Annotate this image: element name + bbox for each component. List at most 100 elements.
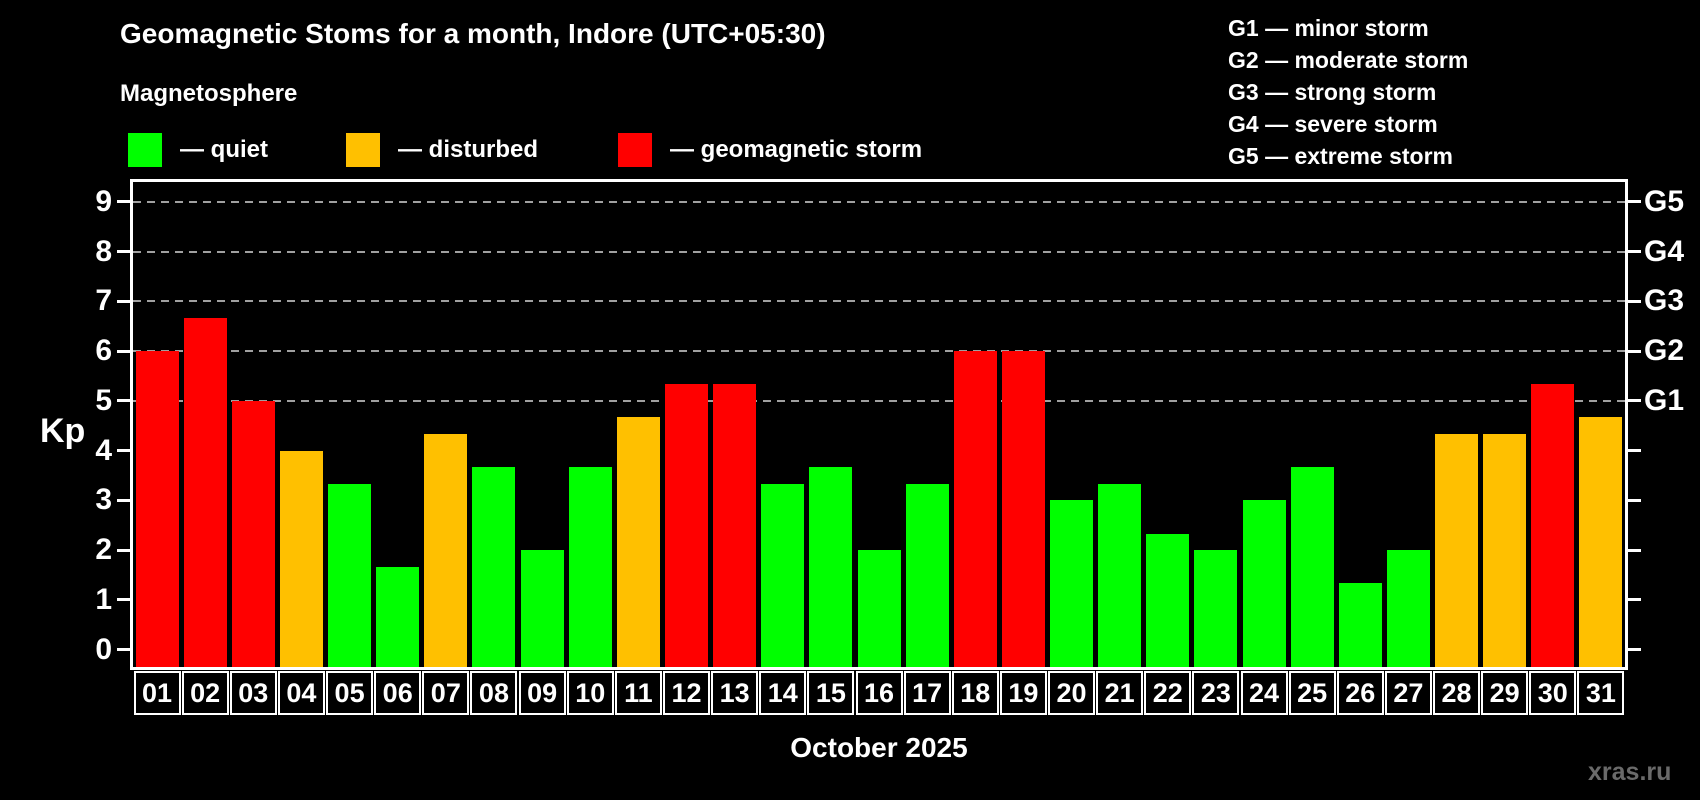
legend-swatch-quiet-icon <box>128 133 162 167</box>
day-label-26: 26 <box>1336 671 1384 715</box>
legend-label-storm: — geomagnetic storm <box>670 136 923 163</box>
day-label-17: 17 <box>903 671 951 715</box>
bar-day-08 <box>472 467 516 667</box>
left-tick-kp-2 <box>117 548 130 552</box>
left-tick-kp-1 <box>117 598 130 602</box>
bar-day-28 <box>1435 434 1479 667</box>
gridline-kp-9 <box>133 200 1625 203</box>
day-label-20: 20 <box>1048 671 1096 715</box>
bar-day-29 <box>1483 434 1527 667</box>
x-axis-title: October 2025 <box>790 732 968 763</box>
y-tick-label-7: 7 <box>95 284 112 318</box>
bar-day-05 <box>328 483 372 667</box>
day-label-24: 24 <box>1240 671 1288 715</box>
right-tick-kp-4 <box>1628 449 1641 453</box>
day-label-21: 21 <box>1096 671 1144 715</box>
g-legend-line-g5: G5 — extreme storm <box>1228 143 1453 169</box>
day-label-13: 13 <box>711 671 759 715</box>
y-tick-label-1: 1 <box>95 582 112 616</box>
y-tick-label-9: 9 <box>95 184 112 218</box>
gridline-kp-5 <box>133 399 1625 402</box>
right-tick-kp-6 <box>1628 349 1641 353</box>
bar-day-26 <box>1338 583 1382 667</box>
day-label-08: 08 <box>470 671 518 715</box>
right-tick-kp-3 <box>1628 498 1641 502</box>
left-tick-kp-5 <box>117 399 130 403</box>
bar-day-27 <box>1386 550 1430 667</box>
bar-day-01 <box>135 351 179 667</box>
bar-day-21 <box>1098 483 1142 667</box>
day-label-10: 10 <box>566 671 614 715</box>
day-label-28: 28 <box>1433 671 1481 715</box>
legend-swatch-storm-icon <box>618 133 652 167</box>
bar-day-22 <box>1146 533 1190 667</box>
g-legend-line-g4: G4 — severe storm <box>1228 111 1438 137</box>
left-tick-kp-3 <box>117 498 130 502</box>
bar-day-31 <box>1579 417 1623 667</box>
day-label-07: 07 <box>422 671 470 715</box>
g-scale-legend: G1 — minor storm G2 — moderate storm G3 … <box>1228 12 1468 172</box>
right-tick-kp-9 <box>1628 200 1641 204</box>
bar-day-25 <box>1290 467 1334 667</box>
bar-day-10 <box>568 467 612 667</box>
bar-day-13 <box>713 384 757 667</box>
bar-day-03 <box>231 400 275 667</box>
bar-day-17 <box>905 483 949 667</box>
gridline-kp-6 <box>133 350 1625 353</box>
bar-day-06 <box>376 566 420 667</box>
right-tick-kp-8 <box>1628 250 1641 254</box>
bar-day-18 <box>953 351 997 667</box>
day-label-06: 06 <box>374 671 422 715</box>
g-legend-line-g3: G3 — strong storm <box>1228 79 1437 105</box>
left-tick-kp-7 <box>117 299 130 303</box>
left-tick-kp-4 <box>117 449 130 453</box>
day-label-14: 14 <box>759 671 807 715</box>
bar-day-12 <box>664 384 708 667</box>
watermark: xras.ru <box>1588 758 1672 786</box>
right-tick-kp-5 <box>1628 399 1641 403</box>
y-tick-label-6: 6 <box>95 334 112 368</box>
day-label-05: 05 <box>326 671 374 715</box>
right-tick-kp-2 <box>1628 548 1641 552</box>
right-tick-kp-0 <box>1628 648 1641 652</box>
day-label-23: 23 <box>1192 671 1240 715</box>
bar-day-23 <box>1194 550 1238 667</box>
day-label-29: 29 <box>1481 671 1529 715</box>
g-level-label-g2: G2 <box>1644 334 1685 368</box>
y-tick-label-5: 5 <box>95 383 112 417</box>
y-tick-label-0: 0 <box>95 632 112 666</box>
bar-day-07 <box>424 434 468 667</box>
y-tick-label-4: 4 <box>95 433 112 467</box>
left-tick-kp-9 <box>117 200 130 204</box>
bar-day-14 <box>761 483 805 667</box>
day-label-18: 18 <box>951 671 999 715</box>
chart-subtitle: Magnetosphere <box>120 80 298 107</box>
bar-day-30 <box>1531 384 1575 667</box>
day-label-16: 16 <box>855 671 903 715</box>
g-level-label-g1: G1 <box>1644 383 1685 417</box>
day-label-15: 15 <box>807 671 855 715</box>
right-tick-kp-7 <box>1628 299 1641 303</box>
bar-day-24 <box>1242 500 1286 667</box>
day-label-09: 09 <box>518 671 566 715</box>
legend-label-disturbed: — disturbed <box>398 136 539 163</box>
bar-day-11 <box>616 417 660 667</box>
bar-day-15 <box>809 467 853 667</box>
day-label-02: 02 <box>181 671 229 715</box>
day-label-22: 22 <box>1144 671 1192 715</box>
day-label-30: 30 <box>1529 671 1577 715</box>
g-legend-line-g1: G1 — minor storm <box>1228 15 1429 41</box>
day-label-04: 04 <box>277 671 325 715</box>
day-label-11: 11 <box>614 671 662 715</box>
y-tick-label-2: 2 <box>95 533 112 567</box>
bar-day-20 <box>1050 500 1094 667</box>
g-level-label-g3: G3 <box>1644 284 1685 318</box>
bar-day-02 <box>183 317 227 667</box>
y-tick-label-3: 3 <box>95 483 112 517</box>
left-tick-kp-8 <box>117 250 130 254</box>
day-label-27: 27 <box>1384 671 1432 715</box>
bar-day-16 <box>857 550 901 667</box>
gridline-kp-8 <box>133 250 1625 253</box>
g-level-label-g5: G5 <box>1644 184 1685 218</box>
g-legend-line-g2: G2 — moderate storm <box>1228 47 1469 73</box>
